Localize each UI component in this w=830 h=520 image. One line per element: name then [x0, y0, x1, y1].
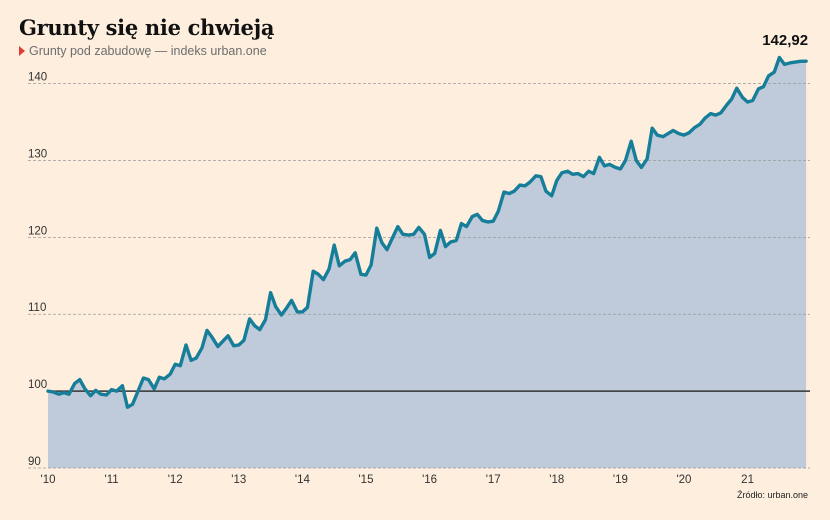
grid-lines: [28, 83, 810, 469]
y-tick-label: 110: [28, 302, 46, 314]
source-note: Źródło: urban.one: [736, 490, 808, 500]
y-tick-label: 140: [28, 72, 47, 84]
x-tick-label: '13: [231, 474, 246, 486]
end-value-label: 142,92: [762, 32, 808, 49]
series-layer: [46, 55, 808, 409]
y-tick-label: 120: [28, 225, 47, 237]
x-tick-label: '16: [422, 474, 437, 486]
x-tick-label: '10: [41, 474, 56, 486]
chart-title: Grunty się nie chwieją: [19, 15, 275, 40]
x-tick-label: '17: [486, 474, 501, 486]
x-tick-label: 21: [741, 474, 754, 486]
red-triangle-icon: [19, 46, 25, 56]
x-tick-label: '15: [358, 474, 373, 486]
y-tick-label: 130: [28, 148, 47, 160]
x-tick-label: '18: [549, 474, 564, 486]
axis-labels: 90 100 110 120 130 140 '10 '11 '12 '13 '14 '15 '16 '1…: [28, 32, 808, 486]
series-line: [46, 55, 808, 409]
x-tick-label: '19: [613, 474, 628, 486]
plot-area: [48, 57, 807, 469]
x-tick-label: '11: [105, 474, 119, 486]
x-tick-label: '20: [676, 474, 691, 486]
x-tick-label: '14: [295, 474, 311, 486]
y-tick-label: 90: [28, 456, 41, 468]
chart-subtitle: Grunty pod zabudowę — indeks urban.one: [19, 44, 267, 58]
area-fill: [48, 57, 807, 469]
subtitle-text: Grunty pod zabudowę — indeks urban.one: [29, 44, 267, 58]
x-tick-label: '12: [168, 474, 183, 486]
y-tick-label: 100: [28, 379, 47, 391]
